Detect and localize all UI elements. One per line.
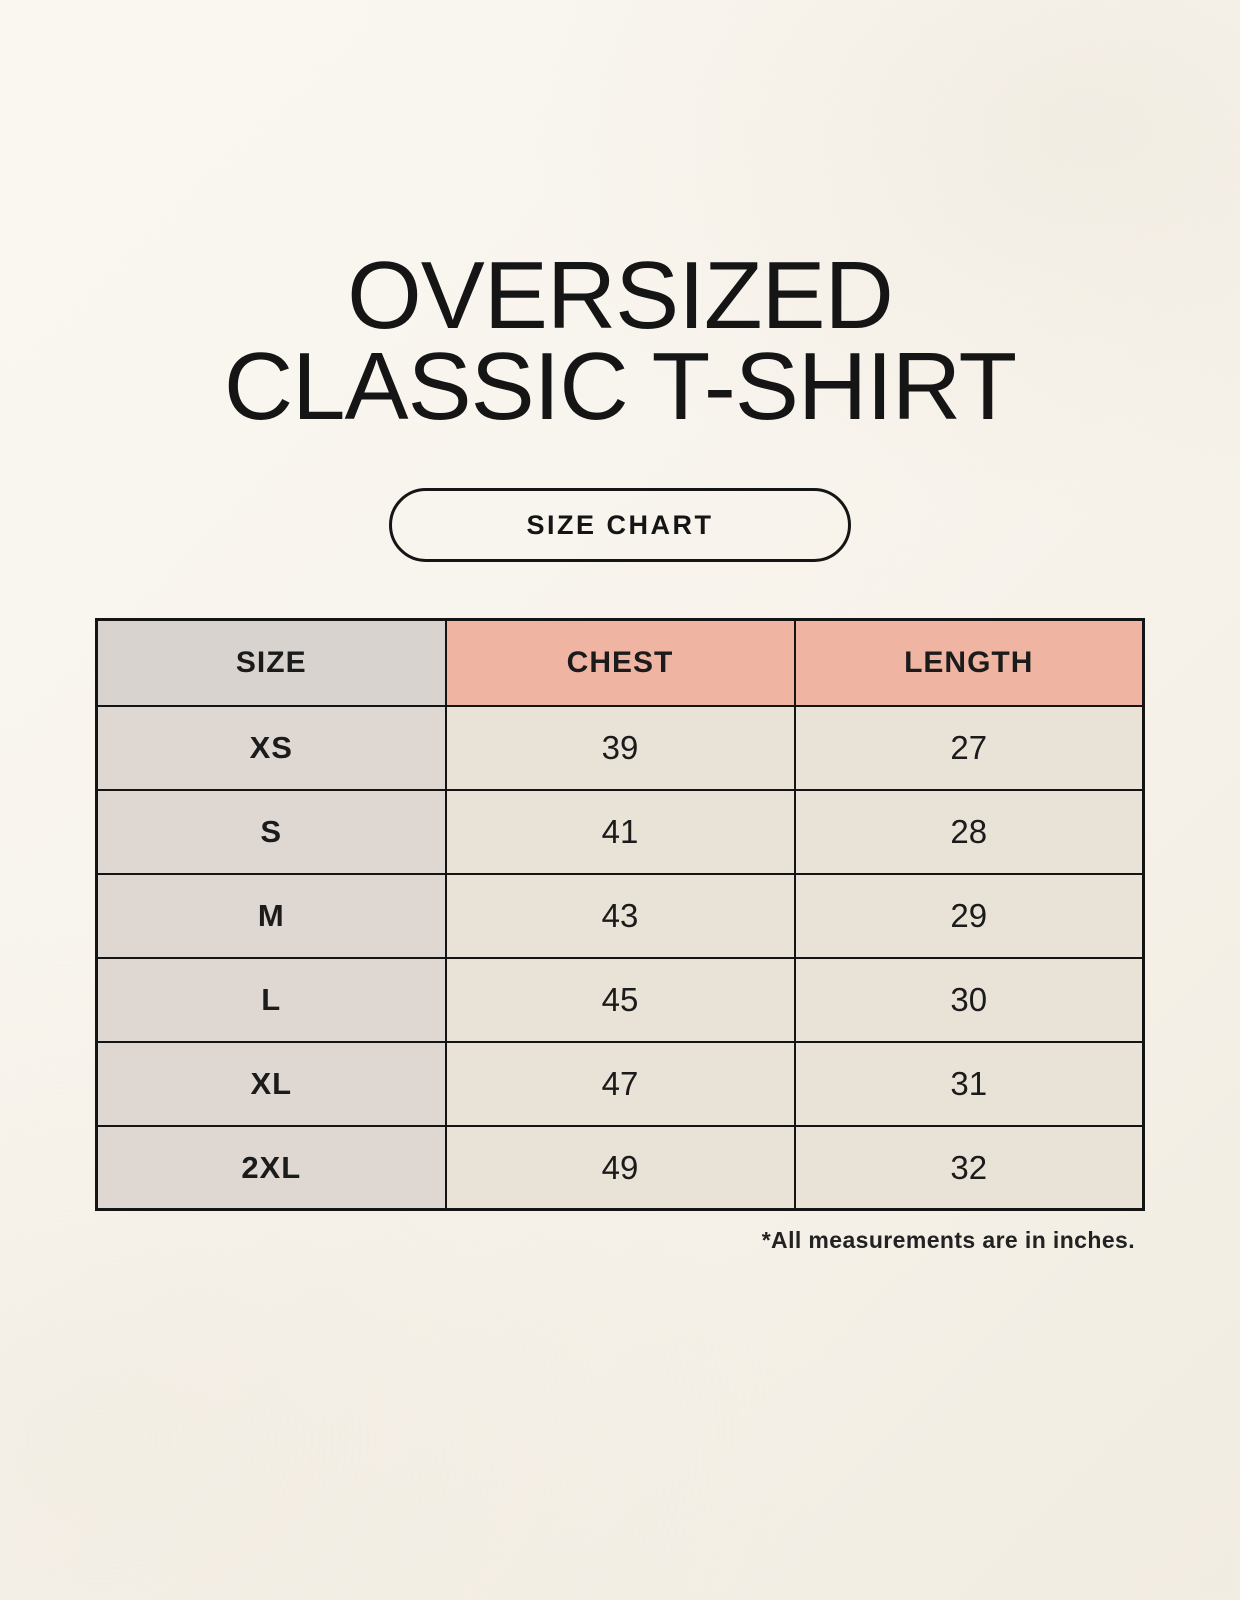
page-title-line1: OVERSIZED [347,242,894,349]
table-row: XS 39 27 [95,704,1145,791]
page-title-line2: CLASSIC T-SHIRT [223,333,1017,441]
page-content: OVERSIZED CLASSIC T-SHIRT SIZE CHART SIZ… [95,248,1145,1254]
length-cell: 31 [793,1040,1145,1127]
table-row: S 41 28 [95,788,1145,875]
length-cell: 29 [793,872,1145,959]
chest-cell: 47 [444,1040,796,1127]
page-title: OVERSIZED CLASSIC T-SHIRT [95,248,1145,435]
size-cell: XL [95,1040,447,1127]
size-cell: XS [95,704,447,791]
table-row: XL 47 31 [95,1040,1145,1127]
length-cell: 28 [793,788,1145,875]
size-cell: L [95,956,447,1043]
table-row: 2XL 49 32 [95,1124,1145,1211]
size-chart-button[interactable]: SIZE CHART [389,488,851,563]
column-header-chest: CHEST [444,618,796,707]
length-cell: 32 [793,1124,1145,1211]
column-header-size: SIZE [95,618,447,707]
size-cell: 2XL [95,1124,447,1211]
chest-cell: 41 [444,788,796,875]
column-header-length: LENGTH [793,618,1145,707]
size-cell: S [95,788,447,875]
chest-cell: 39 [444,704,796,791]
measurements-footnote: *All measurements are in inches. [761,1227,1135,1254]
table-header-row: SIZE CHEST LENGTH [95,618,1145,707]
chest-cell: 45 [444,956,796,1043]
size-chart-table: SIZE CHEST LENGTH XS 39 27 S 41 28 M 43 … [95,618,1145,1212]
length-cell: 27 [793,704,1145,791]
chest-cell: 43 [444,872,796,959]
length-cell: 30 [793,956,1145,1043]
size-cell: M [95,872,447,959]
chest-cell: 49 [444,1124,796,1211]
table-row: L 45 30 [95,956,1145,1043]
table-row: M 43 29 [95,872,1145,959]
